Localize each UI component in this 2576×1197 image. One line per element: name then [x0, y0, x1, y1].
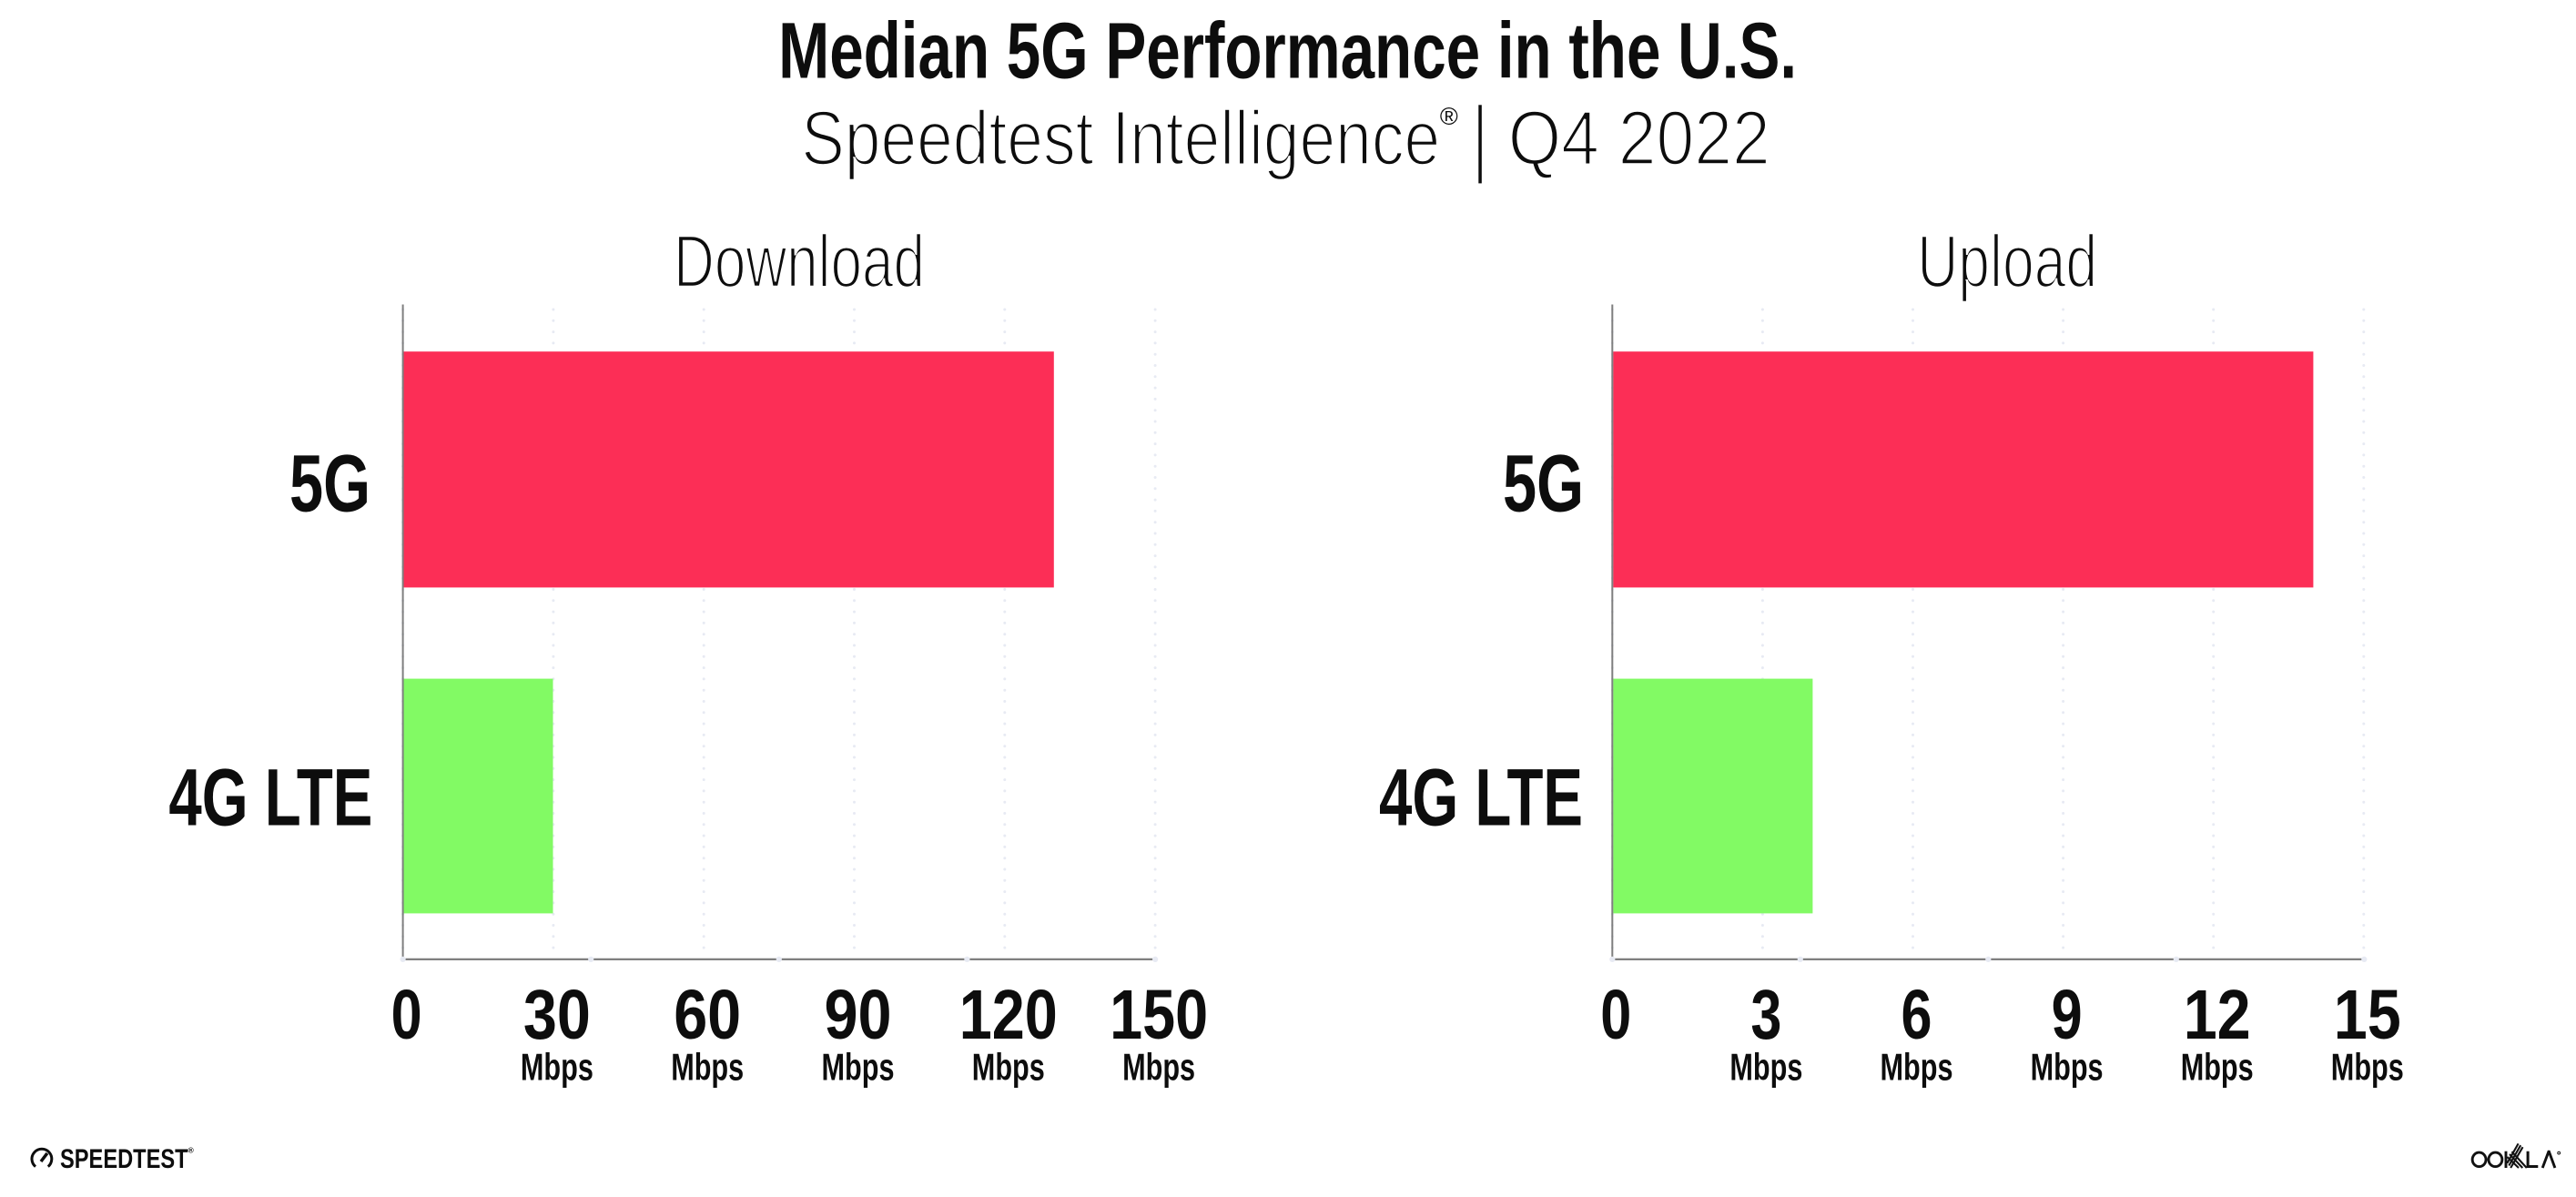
svg-text:Mbps: Mbps: [2031, 1046, 2104, 1089]
svg-text:Mbps: Mbps: [671, 1046, 744, 1089]
svg-text:0: 0: [1600, 977, 1631, 1054]
svg-text:Upload: Upload: [1917, 220, 2097, 303]
svg-text:Mbps: Mbps: [2331, 1046, 2404, 1089]
svg-text:®: ®: [188, 1146, 195, 1155]
svg-text:Median 5G Performance in the U: Median 5G Performance in the U.S.: [778, 6, 1797, 96]
svg-text:4G LTE: 4G LTE: [168, 752, 372, 842]
svg-text:120: 120: [959, 977, 1058, 1054]
svg-text:Speedtest Intelligence: Speedtest Intelligence: [801, 94, 1440, 180]
svg-text:5G: 5G: [289, 438, 370, 528]
svg-text:30: 30: [523, 977, 591, 1054]
svg-text:Download: Download: [674, 220, 925, 303]
svg-text:12: 12: [2184, 977, 2251, 1054]
svg-text:0: 0: [391, 977, 422, 1054]
svg-text:Mbps: Mbps: [822, 1046, 895, 1089]
svg-text:4G LTE: 4G LTE: [1379, 752, 1583, 842]
svg-text:Mbps: Mbps: [1881, 1046, 1953, 1089]
svg-text:150: 150: [1110, 977, 1208, 1054]
svg-text:90: 90: [825, 977, 892, 1054]
svg-text:SPEEDTEST: SPEEDTEST: [60, 1144, 188, 1174]
svg-text:3: 3: [1750, 977, 1781, 1054]
svg-text:Mbps: Mbps: [972, 1046, 1045, 1089]
svg-text:60: 60: [674, 977, 741, 1054]
svg-text:®: ®: [1440, 103, 1458, 130]
svg-text:Mbps: Mbps: [1729, 1046, 1802, 1089]
svg-text:5G: 5G: [1503, 438, 1584, 528]
svg-text:Mbps: Mbps: [1122, 1046, 1195, 1089]
svg-text:Q4 2022: Q4 2022: [1508, 94, 1770, 180]
svg-text:Mbps: Mbps: [521, 1046, 593, 1089]
svg-text:15: 15: [2334, 977, 2401, 1054]
svg-text:9: 9: [2052, 977, 2083, 1054]
svg-text:6: 6: [1902, 977, 1932, 1054]
svg-text:Mbps: Mbps: [2181, 1046, 2254, 1089]
